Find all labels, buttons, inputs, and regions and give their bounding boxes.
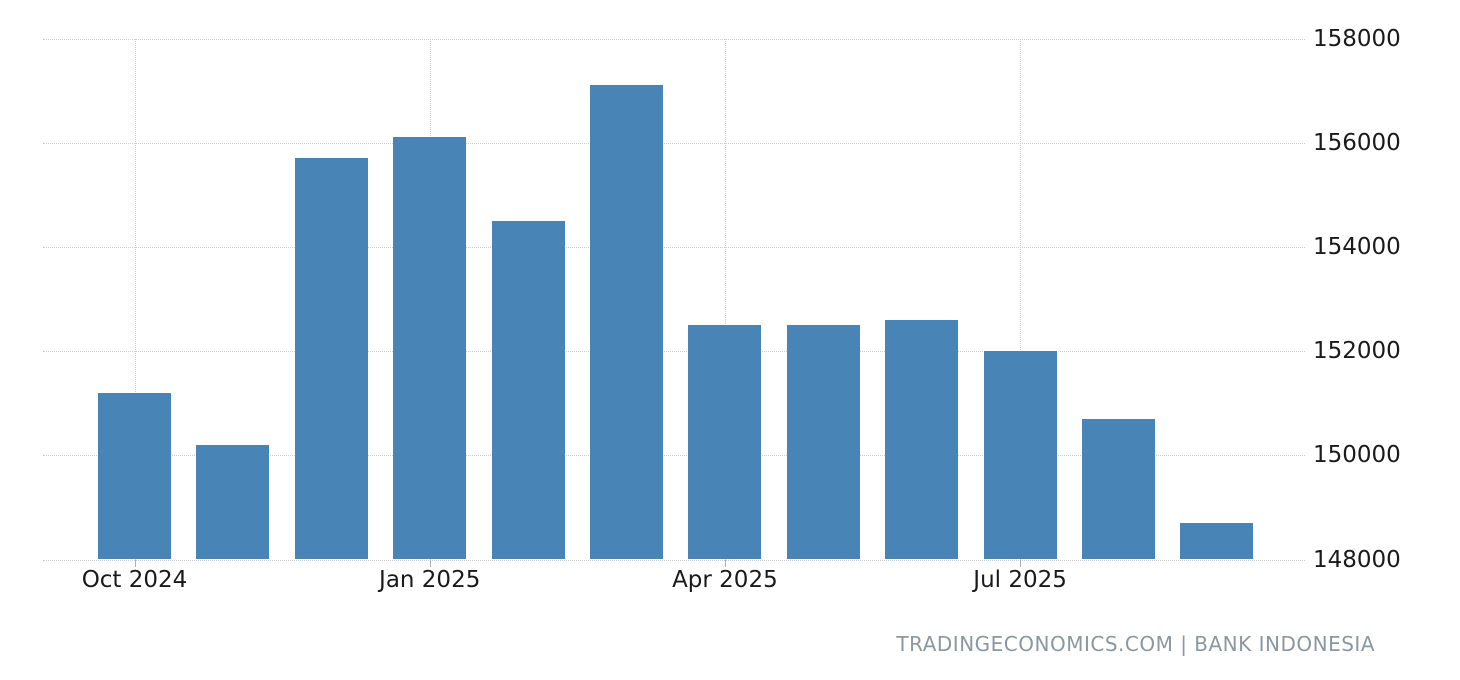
bar-may-2025[interactable] <box>786 325 860 560</box>
y-axis-tick-label: 156000 <box>1313 129 1401 156</box>
y-gridline <box>43 246 1305 248</box>
x-axis-tick-label: Oct 2024 <box>81 566 188 593</box>
bar-feb-2025[interactable] <box>491 220 565 560</box>
x-axis-tick-label: Jan 2025 <box>379 566 481 593</box>
y-gridline <box>43 351 1305 353</box>
x-axis-tick-label: Apr 2025 <box>672 566 778 593</box>
bar-jul-2025[interactable] <box>983 351 1057 560</box>
bar-mar-2025[interactable] <box>590 85 663 560</box>
attribution-watermark: TRADINGECONOMICS.COM | BANK INDONESIA <box>896 632 1375 656</box>
x-gridline <box>134 38 136 560</box>
bar-jan-2025[interactable] <box>393 137 467 560</box>
x-axis-tick <box>134 559 136 567</box>
bar-apr-2025[interactable] <box>688 325 762 560</box>
y-axis-tick-label: 152000 <box>1313 338 1401 365</box>
bar-oct-2024[interactable] <box>98 392 171 560</box>
bar-aug-2025[interactable] <box>1082 418 1155 560</box>
x-axis-tick-label: Jul 2025 <box>973 566 1067 593</box>
x-gridline <box>724 38 726 560</box>
x-axis-tick <box>724 559 726 567</box>
y-gridline <box>43 142 1305 144</box>
y-axis-tick-label: 154000 <box>1313 233 1401 260</box>
y-axis-tick-label: 158000 <box>1313 25 1401 52</box>
bar-jun-2025[interactable] <box>885 319 959 560</box>
y-gridline <box>43 38 1305 40</box>
bar-dec-2024[interactable] <box>294 158 368 560</box>
bar-nov-2024[interactable] <box>196 444 270 560</box>
x-axis-tick <box>429 559 431 567</box>
y-axis-tick-label: 148000 <box>1313 546 1401 573</box>
x-axis-tick <box>1020 559 1022 567</box>
x-gridline <box>1020 38 1022 560</box>
y-axis-tick-label: 150000 <box>1313 442 1401 469</box>
bar-sep-2025[interactable] <box>1180 523 1254 560</box>
y-gridline <box>43 559 1305 561</box>
y-gridline <box>43 455 1305 457</box>
